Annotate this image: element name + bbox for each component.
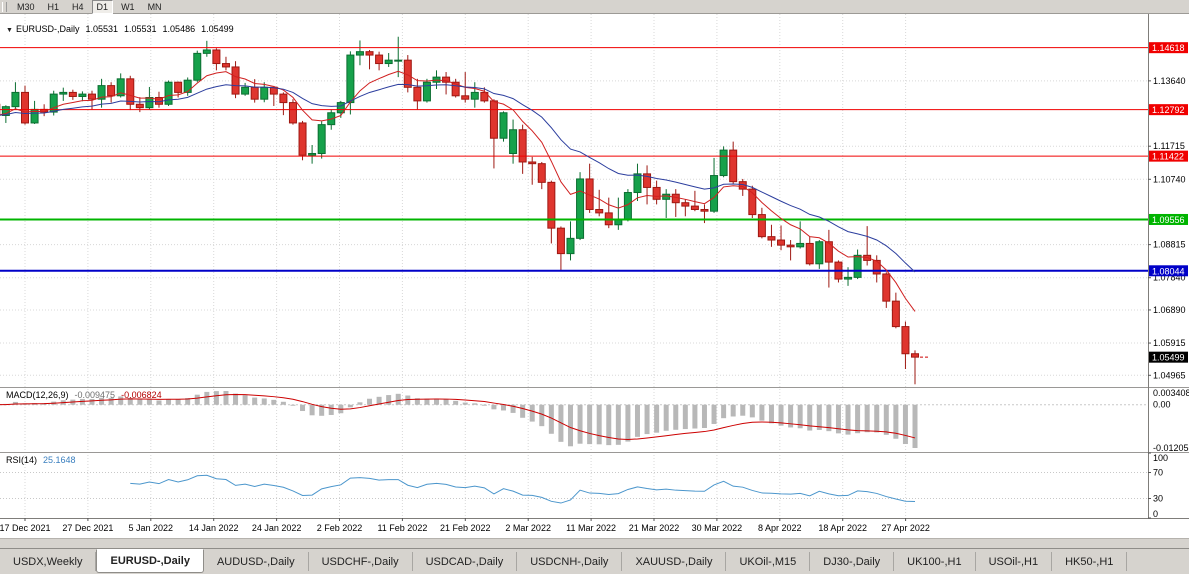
svg-text:1.08815: 1.08815 (1153, 240, 1186, 250)
svg-text:100: 100 (1153, 453, 1168, 463)
svg-text:1.08044: 1.08044 (1152, 266, 1185, 276)
svg-text:5 Jan 2022: 5 Jan 2022 (129, 523, 174, 533)
macd-indicator-label: MACD(12,26,9) -0.009475 -0.006824 (6, 390, 162, 400)
chart-tab-ukoil-m15[interactable]: UKOil-,M15 (726, 552, 811, 571)
price-axis: 1.13640 1.11715 1.10740 1.08815 1.07840 1.068… (0, 14, 1189, 549)
timeframe-button-w1[interactable]: W1 (121, 1, 135, 12)
macd-name: MACD(12,26,9) (6, 390, 69, 400)
rsi-value: 25.1648 (43, 455, 76, 465)
svg-text:18 Apr 2022: 18 Apr 2022 (818, 523, 867, 533)
chart-canvas[interactable]: 1.13640 1.11715 1.10740 1.08815 1.07840 1.068… (0, 0, 1189, 549)
svg-text:1.05915: 1.05915 (1153, 338, 1186, 348)
timeframe-button-h4[interactable]: H4 (72, 1, 84, 12)
svg-text:11 Mar 2022: 11 Mar 2022 (566, 523, 616, 533)
chart-tab-usdchf-daily[interactable]: USDCHF-,Daily (309, 552, 413, 571)
timeframe-buttons: M30 H1 H4 D1 W1 MN (12, 0, 170, 14)
ohlc-low: 1.05486 (162, 24, 196, 34)
horizontal-scrollbar[interactable] (0, 538, 1189, 549)
svg-text:1.09556: 1.09556 (1152, 215, 1185, 225)
chart-tab-eurusd-daily[interactable]: EURUSD-,Daily (96, 549, 204, 573)
svg-text:1.10740: 1.10740 (1153, 174, 1186, 184)
ohlc-high: 1.05531 (124, 24, 157, 34)
rsi-indicator-label: RSI(14) 25.1648 (6, 455, 76, 465)
svg-text:1.13640: 1.13640 (1153, 76, 1186, 86)
svg-text:17 Dec 2021: 17 Dec 2021 (0, 523, 51, 533)
macd-main-value: -0.009475 (74, 390, 116, 400)
toolbar-separator (2, 1, 7, 12)
svg-text:27 Dec 2021: 27 Dec 2021 (62, 523, 113, 533)
svg-text:2 Feb 2022: 2 Feb 2022 (317, 523, 363, 533)
svg-text:0.003408: 0.003408 (1153, 388, 1189, 398)
chart-tab-dj30-daily[interactable]: DJ30-,Daily (810, 552, 895, 571)
svg-text:0.00: 0.00 (1153, 400, 1171, 410)
chart-tab-uk100-h1[interactable]: UK100-,H1 (894, 552, 976, 571)
timeframe-button-h1[interactable]: H1 (47, 1, 60, 12)
chart-tab-xauusd-daily[interactable]: XAUUSD-,Daily (622, 552, 727, 571)
chart-title: ▼ EURUSD-,Daily 1.05531 1.05531 1.05486 1.054… (6, 24, 234, 34)
collapse-icon[interactable]: ▼ (6, 27, 13, 34)
chart-tab-usdcnh-daily[interactable]: USDCNH-,Daily (517, 552, 623, 571)
ohlc-close: 1.05499 (201, 24, 234, 34)
svg-text:0: 0 (1153, 509, 1158, 519)
rsi-panel[interactable] (0, 472, 1148, 504)
timeframe-button-m30[interactable]: M30 (17, 1, 35, 12)
chart-tabs: USDX,Weekly EURUSD-,Daily AUDUSD-,Daily USD… (0, 549, 1128, 574)
macd-signal-value: -0.006824 (121, 390, 162, 400)
svg-text:2 Mar 2022: 2 Mar 2022 (505, 523, 551, 533)
time-axis: 17 Dec 2021 27 Dec 2021 5 Jan 2022 14 Jan 2… (0, 518, 930, 533)
rsi-name: RSI(14) (6, 455, 38, 465)
chart-tab-usdx-weekly[interactable]: USDX,Weekly (0, 552, 97, 571)
svg-text:1.12792: 1.12792 (1152, 105, 1185, 115)
svg-text:8 Apr 2022: 8 Apr 2022 (758, 523, 802, 533)
svg-text:1.11715: 1.11715 (1153, 141, 1185, 151)
chart-tab-usdcad-daily[interactable]: USDCAD-,Daily (413, 552, 518, 571)
timeframe-button-mn[interactable]: MN (147, 1, 162, 12)
timeframe-toolbar: M30 H1 H4 D1 W1 MN (0, 0, 1189, 14)
svg-text:1.06890: 1.06890 (1153, 305, 1186, 315)
main-chart-panel[interactable] (0, 0, 1189, 549)
chart-tab-usoil-h1[interactable]: USOil-,H1 (976, 552, 1053, 571)
macd-panel[interactable] (0, 391, 1148, 448)
chart-tab-audusd-daily[interactable]: AUDUSD-,Daily (204, 552, 309, 571)
svg-text:21 Feb 2022: 21 Feb 2022 (440, 523, 491, 533)
svg-text:1.07840: 1.07840 (1153, 273, 1186, 283)
svg-text:70: 70 (1153, 468, 1163, 478)
svg-text:24 Jan 2022: 24 Jan 2022 (252, 523, 302, 533)
svg-text:-0.012058: -0.012058 (1153, 443, 1189, 453)
svg-text:1.05499: 1.05499 (1152, 353, 1185, 363)
svg-text:1.14618: 1.14618 (1152, 43, 1185, 53)
ohlc-open: 1.05531 (85, 24, 118, 34)
svg-text:1.04965: 1.04965 (1153, 370, 1186, 380)
chart-symbol-label: EURUSD-,Daily (15, 24, 80, 34)
svg-text:11 Feb 2022: 11 Feb 2022 (377, 523, 427, 533)
svg-text:30 Mar 2022: 30 Mar 2022 (692, 523, 743, 533)
svg-text:27 Apr 2022: 27 Apr 2022 (881, 523, 930, 533)
timeframe-button-d1[interactable]: D1 (91, 0, 114, 14)
chart-tab-bar: USDX,Weekly EURUSD-,Daily AUDUSD-,Daily USD… (0, 548, 1189, 574)
svg-text:14 Jan 2022: 14 Jan 2022 (189, 523, 239, 533)
chart-tab-hk50-h1[interactable]: HK50-,H1 (1052, 552, 1128, 571)
svg-text:21 Mar 2022: 21 Mar 2022 (629, 523, 680, 533)
svg-text:1.11422: 1.11422 (1152, 152, 1184, 162)
svg-text:30: 30 (1153, 494, 1163, 504)
